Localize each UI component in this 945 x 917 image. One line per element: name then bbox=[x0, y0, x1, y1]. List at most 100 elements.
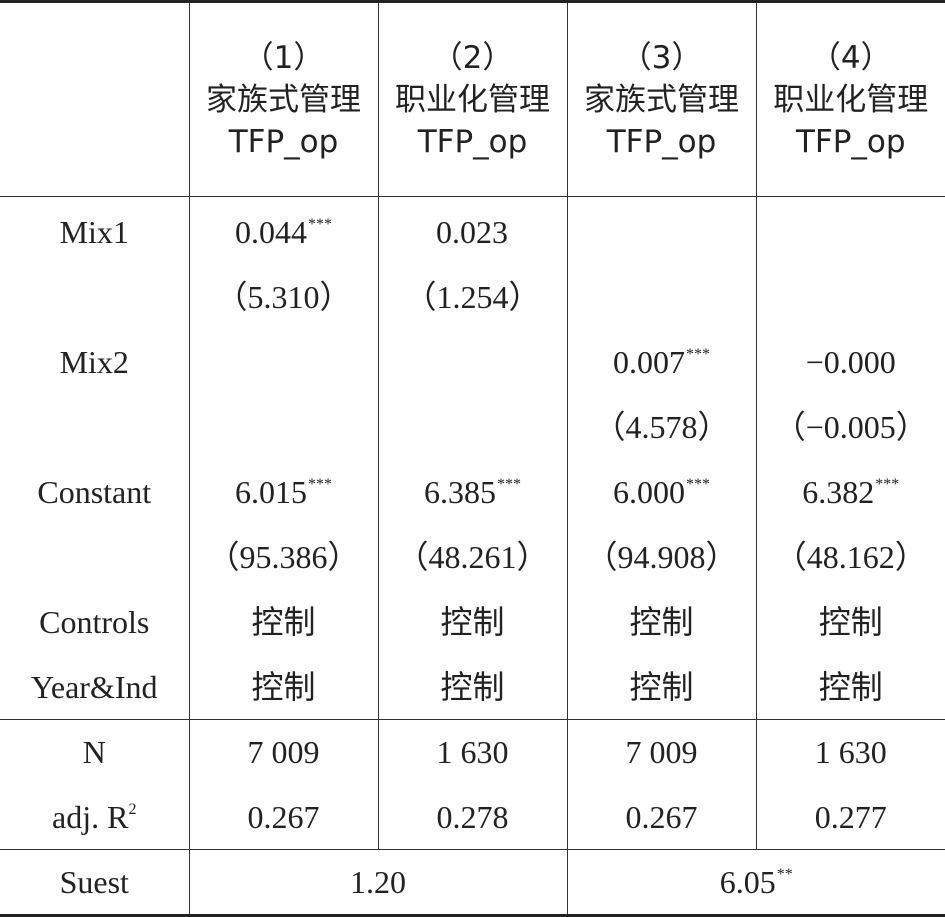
stat-cell: 7 009 bbox=[567, 720, 756, 785]
tstat-value: 4.578 bbox=[593, 409, 729, 445]
control-cell: 控制 bbox=[756, 589, 945, 654]
tstat-value: 48.162 bbox=[775, 539, 927, 575]
table-row-year-ind: Year&Ind 控制 控制 控制 控制 bbox=[0, 654, 945, 719]
tstat-cell bbox=[378, 395, 567, 460]
table-row-suest: Suest 1.20 6.05** bbox=[0, 850, 945, 916]
tstat-value: −0.005 bbox=[774, 409, 928, 445]
suest-value: 1.20 bbox=[350, 864, 406, 900]
tstat-value: 5.310 bbox=[215, 279, 351, 315]
table-row-constant-tstat: 95.386 48.261 94.908 48.162 bbox=[0, 524, 945, 589]
tstat-cell bbox=[756, 265, 945, 330]
column-group: 职业化管理 bbox=[379, 79, 567, 121]
column-group: 家族式管理 bbox=[190, 79, 378, 121]
coef-value: −0.000 bbox=[806, 344, 896, 380]
tstat-cell bbox=[567, 265, 756, 330]
column-number: （2） bbox=[379, 37, 567, 79]
coef-value: 6.382 bbox=[802, 474, 874, 510]
column-group: 职业化管理 bbox=[757, 79, 945, 121]
row-label: adj. R2 bbox=[0, 785, 189, 850]
row-label: Mix1 bbox=[0, 197, 189, 265]
coef-value: 6.015 bbox=[235, 474, 307, 510]
coef-value: 0.044 bbox=[235, 214, 307, 250]
control-cell: 控制 bbox=[567, 654, 756, 719]
tstat-cell: 48.261 bbox=[378, 524, 567, 589]
significance-stars: *** bbox=[308, 476, 332, 493]
tstat-cell bbox=[189, 395, 378, 460]
coef-cell: 0.007*** bbox=[567, 330, 756, 395]
table-row-adj-r2: adj. R2 0.267 0.278 0.267 0.277 bbox=[0, 785, 945, 850]
control-cell: 控制 bbox=[189, 589, 378, 654]
coef-cell: −0.000 bbox=[756, 330, 945, 395]
row-label: Constant bbox=[0, 460, 189, 525]
row-label: N bbox=[0, 720, 189, 785]
column-header-1: （1） 家族式管理 TFP_op bbox=[189, 2, 378, 197]
row-label: Year&Ind bbox=[0, 654, 189, 719]
row-label-empty bbox=[0, 265, 189, 330]
row-label-empty bbox=[0, 395, 189, 460]
control-cell: 控制 bbox=[567, 589, 756, 654]
tstat-value: 48.261 bbox=[396, 539, 548, 575]
coef-value: 6.000 bbox=[613, 474, 685, 510]
column-number: （3） bbox=[568, 37, 756, 79]
row-label: Suest bbox=[0, 850, 189, 916]
tstat-cell: 4.578 bbox=[567, 395, 756, 460]
tstat-cell: 5.310 bbox=[189, 265, 378, 330]
column-dependent-variable: TFP_op bbox=[757, 121, 945, 163]
stat-cell: 1 630 bbox=[378, 720, 567, 785]
significance-stars: *** bbox=[875, 476, 899, 493]
row-label: Mix2 bbox=[0, 330, 189, 395]
table-row-n: N 7 009 1 630 7 009 1 630 bbox=[0, 720, 945, 785]
column-dependent-variable: TFP_op bbox=[568, 121, 756, 163]
table-row-mix2-tstat: 4.578 −0.005 bbox=[0, 395, 945, 460]
control-cell: 控制 bbox=[756, 654, 945, 719]
control-cell: 控制 bbox=[378, 654, 567, 719]
column-number: （4） bbox=[757, 37, 945, 79]
stat-cell: 0.277 bbox=[756, 785, 945, 850]
coef-cell bbox=[378, 330, 567, 395]
stat-cell: 7 009 bbox=[189, 720, 378, 785]
column-dependent-variable: TFP_op bbox=[190, 121, 378, 163]
tstat-cell: 1.254 bbox=[378, 265, 567, 330]
coef-value: 0.007 bbox=[613, 344, 685, 380]
stat-cell: 0.278 bbox=[378, 785, 567, 850]
tstat-cell: 94.908 bbox=[567, 524, 756, 589]
significance-stars: *** bbox=[686, 346, 710, 363]
table-row-constant: Constant 6.015*** 6.385*** 6.000*** 6.38… bbox=[0, 460, 945, 525]
control-cell: 控制 bbox=[378, 589, 567, 654]
coef-cell: 6.015*** bbox=[189, 460, 378, 525]
suest-value: 6.05 bbox=[720, 864, 776, 900]
coef-cell: 6.382*** bbox=[756, 460, 945, 525]
suest-cell: 6.05** bbox=[567, 850, 945, 916]
tstat-cell: 95.386 bbox=[189, 524, 378, 589]
column-number: （1） bbox=[190, 37, 378, 79]
header-corner bbox=[0, 2, 189, 197]
stat-cell: 1 630 bbox=[756, 720, 945, 785]
column-header-2: （2） 职业化管理 TFP_op bbox=[378, 2, 567, 197]
tstat-value: 94.908 bbox=[585, 539, 737, 575]
table-row-mix1-tstat: 5.310 1.254 bbox=[0, 265, 945, 330]
tstat-cell: −0.005 bbox=[756, 395, 945, 460]
coef-value: 0.023 bbox=[436, 214, 508, 250]
superscript: 2 bbox=[128, 801, 136, 818]
column-dependent-variable: TFP_op bbox=[379, 121, 567, 163]
coef-cell bbox=[756, 197, 945, 265]
tstat-value: 95.386 bbox=[207, 539, 359, 575]
table-row-mix1: Mix1 0.044*** 0.023 bbox=[0, 197, 945, 265]
coef-cell bbox=[189, 330, 378, 395]
column-header-4: （4） 职业化管理 TFP_op bbox=[756, 2, 945, 197]
significance-stars: *** bbox=[308, 216, 332, 233]
stat-cell: 0.267 bbox=[189, 785, 378, 850]
column-group: 家族式管理 bbox=[568, 79, 756, 121]
row-label-text: adj. R bbox=[52, 799, 128, 835]
table-row-mix2: Mix2 0.007*** −0.000 bbox=[0, 330, 945, 395]
tstat-cell: 48.162 bbox=[756, 524, 945, 589]
significance-stars: *** bbox=[686, 476, 710, 493]
coef-value: 6.385 bbox=[424, 474, 496, 510]
stat-cell: 0.267 bbox=[567, 785, 756, 850]
suest-cell: 1.20 bbox=[189, 850, 567, 916]
column-header-3: （3） 家族式管理 TFP_op bbox=[567, 2, 756, 197]
significance-stars: *** bbox=[497, 476, 521, 493]
row-label: Controls bbox=[0, 589, 189, 654]
